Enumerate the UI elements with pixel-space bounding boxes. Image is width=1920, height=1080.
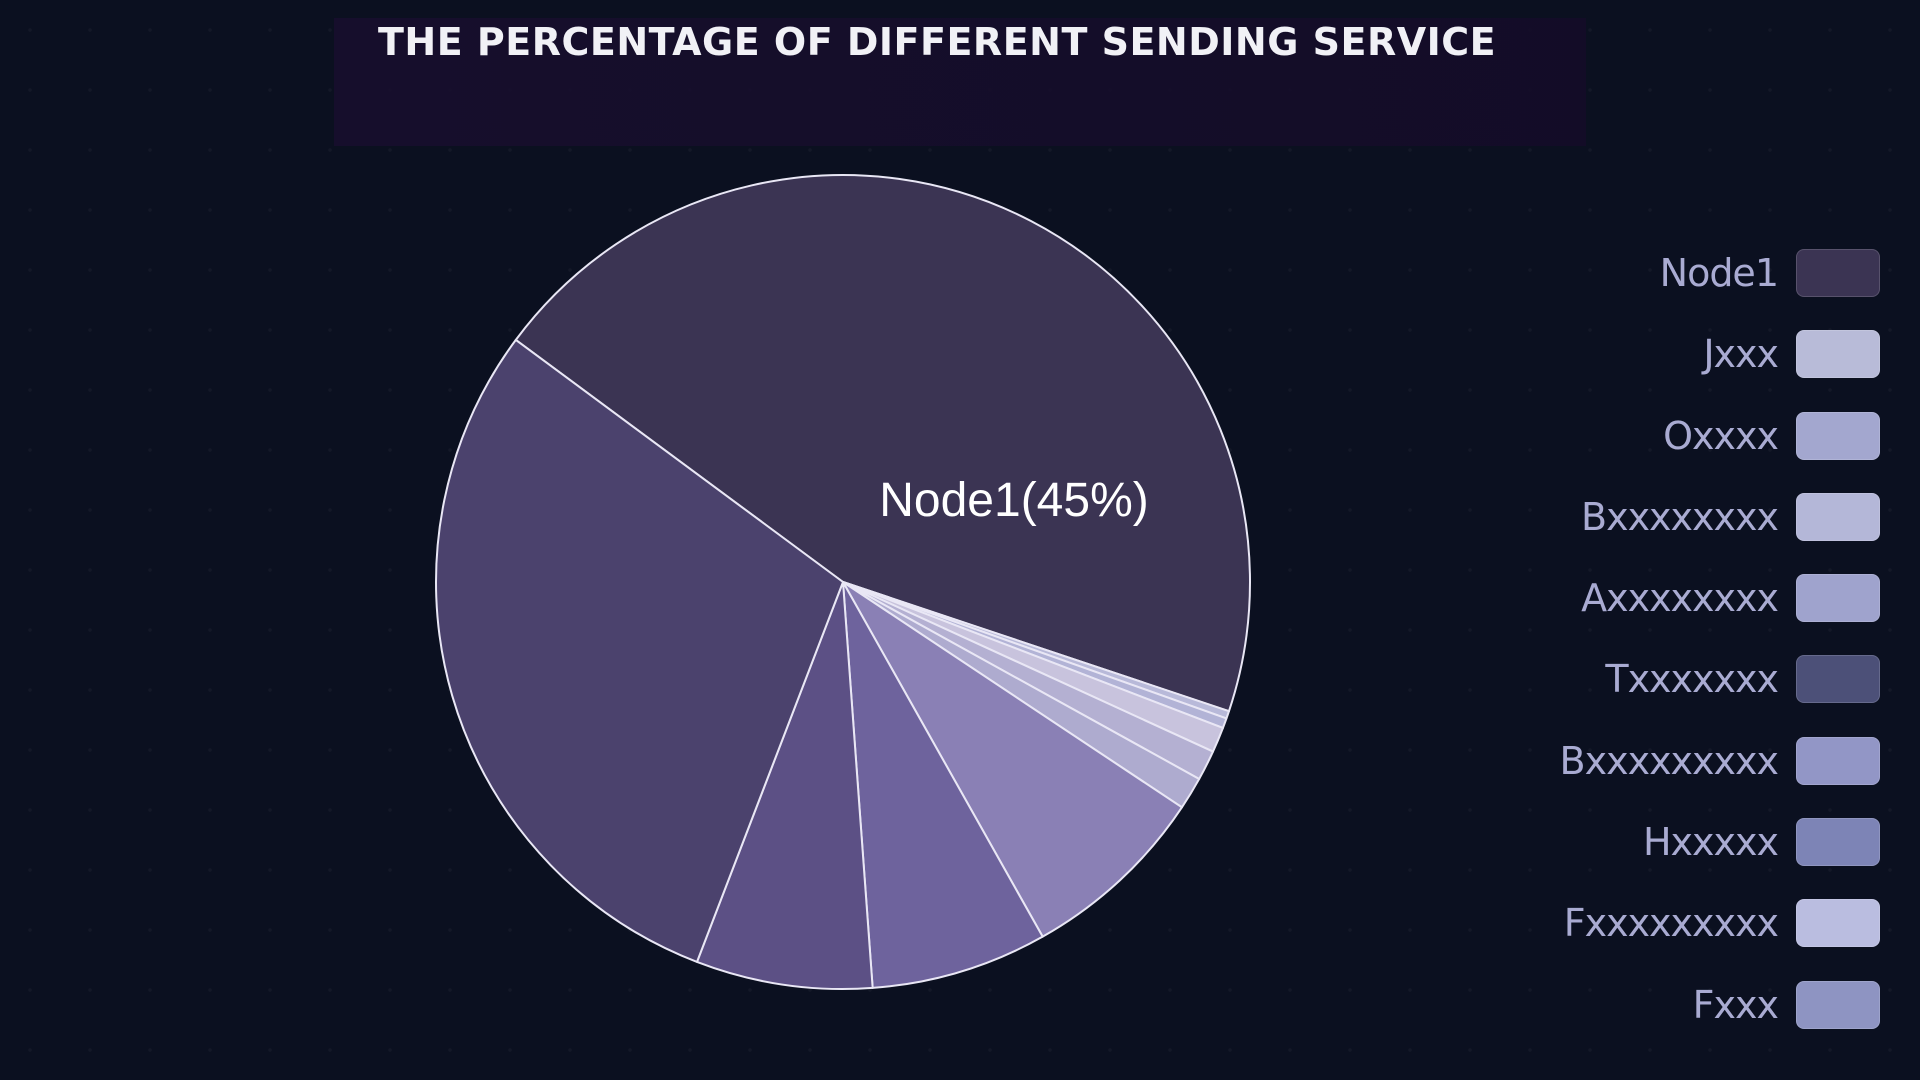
pie-slices	[435, 174, 1251, 990]
chart-title: THE PERCENTAGE OF DIFFERENT SENDING SERV…	[378, 20, 1497, 64]
legend-label: Node1	[1659, 251, 1779, 295]
legend-item-oxxxx[interactable]: Oxxxx	[1460, 409, 1880, 463]
pie-labels: Node1(45%)	[879, 474, 1148, 527]
legend-item-bxxxxxxxx[interactable]: Bxxxxxxxx	[1460, 490, 1880, 544]
pie-slice-hxxxxx[interactable]	[842, 581, 1044, 989]
legend-label: Axxxxxxxx	[1581, 576, 1779, 621]
legend-item-fxxx[interactable]: Fxxx	[1460, 978, 1880, 1032]
legend-item-fxxxxxxxxx[interactable]: Fxxxxxxxxx	[1460, 896, 1880, 950]
legend-swatch	[1796, 574, 1880, 623]
legend-item-axxxxxxxx[interactable]: Axxxxxxxx	[1460, 571, 1880, 625]
legend-item-jxxx[interactable]: Jxxx	[1460, 327, 1880, 381]
legend-label: Oxxxx	[1663, 413, 1779, 458]
pie-slice-fxxxxxxxxx[interactable]	[696, 581, 874, 990]
pie-slice-node1[interactable]	[514, 174, 1251, 713]
legend-item-hxxxxx[interactable]: Hxxxxx	[1460, 815, 1880, 869]
title-bar	[334, 18, 1586, 146]
legend-swatch	[1796, 330, 1880, 379]
pie-slice-fxxx[interactable]	[435, 338, 844, 963]
legend-label: Fxxx	[1692, 982, 1779, 1027]
legend-swatch	[1796, 411, 1880, 460]
legend-label: Hxxxxx	[1642, 820, 1779, 865]
legend-swatch	[1796, 899, 1880, 948]
legend-label: Bxxxxxxxx	[1581, 494, 1779, 539]
legend-swatch	[1796, 249, 1880, 297]
legend-item-bxxxxxxxxx[interactable]: Bxxxxxxxxx	[1460, 734, 1880, 788]
legend-label: Fxxxxxxxxx	[1563, 901, 1779, 946]
legend-label: Jxxx	[1703, 332, 1779, 377]
pie-slice-bxxxxxxxxx[interactable]	[842, 581, 1183, 938]
legend-item-txxxxxxx[interactable]: Txxxxxxx	[1460, 652, 1880, 706]
legend: Node1 Jxxx Oxxxx Bxxxxxxxx Axxxxxxxx Txxxxxxx…	[1460, 246, 1880, 1059]
legend-swatch	[1796, 655, 1880, 704]
legend-swatch	[1796, 980, 1880, 1029]
legend-swatch	[1796, 818, 1880, 867]
legend-swatch	[1796, 492, 1880, 541]
legend-label: Bxxxxxxxxx	[1559, 738, 1779, 783]
legend-label: Txxxxxxx	[1605, 657, 1779, 702]
legend-swatch	[1796, 736, 1880, 785]
data-label-node1: Node1(45%)	[879, 474, 1148, 527]
legend-item-node1[interactable]: Node1	[1460, 246, 1880, 300]
